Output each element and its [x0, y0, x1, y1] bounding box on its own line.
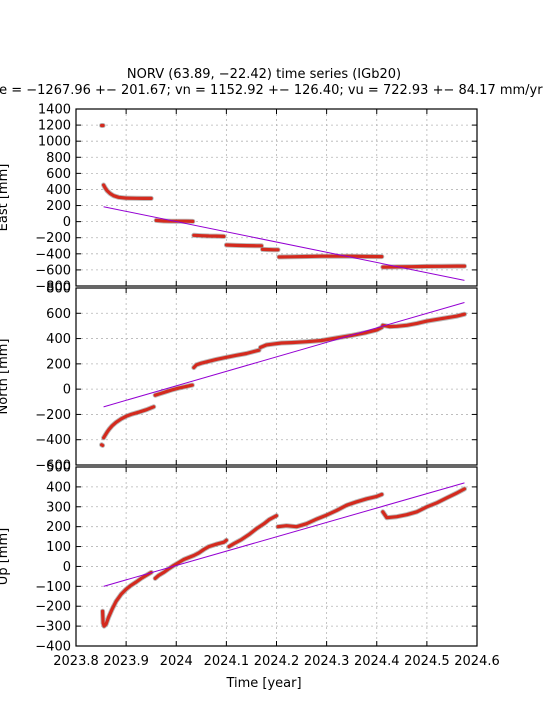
panels-group: −800−600−400−200020040060080010001200140… [0, 103, 478, 655]
data-series-east [277, 254, 384, 259]
x-tick-label: 2024.1 [204, 654, 250, 669]
trend-line-north [103, 302, 465, 408]
y-tick-label: 300 [46, 500, 71, 515]
y-tick-label: 400 [46, 480, 71, 495]
panel-north: −600 −400 −200 0 200 400 600 800 North [mm] [0, 282, 478, 474]
x-tick-label: 2024.4 [354, 654, 400, 669]
chart-subtitle-velocities: ve = −1267.96 +− 201.67; vn = 1152.92 +−… [0, 83, 543, 98]
chart-title: NORV (63.89, −22.42) time series (IGb20) [127, 67, 401, 82]
y-tick-label: 100 [46, 540, 71, 555]
data-series-east [224, 243, 264, 248]
data-series-north [192, 348, 261, 370]
y-tick-label: 0 [63, 560, 71, 575]
axes-frame [75, 108, 478, 287]
x-tick-label: 2024.3 [304, 654, 350, 669]
data-series-up [153, 538, 228, 580]
y-tick-label: 600 [46, 307, 71, 322]
x-tick-labels: 2023.8 2023.9 2024 2024.1 2024.2 2024.3 2024.4… [53, 654, 500, 669]
data-series-north [102, 405, 156, 440]
y-tick-label: 1400 [38, 103, 71, 118]
y-tick-label: −200 [35, 600, 71, 615]
data-series-up [381, 487, 467, 520]
y-tick-label: −400 [35, 640, 71, 655]
x-tick-label: 2024.5 [404, 654, 450, 669]
data-series-up [276, 492, 384, 529]
axes-frame [75, 287, 478, 466]
y-axis-label-east: East [mm] [0, 164, 11, 232]
trend-line-east [103, 206, 465, 281]
data-series-up [227, 514, 279, 549]
y-tick-label: −800 [35, 280, 71, 295]
x-tick-label: 2024.6 [454, 654, 500, 669]
data-series-east [102, 183, 153, 200]
y-tick-label: −100 [35, 580, 71, 595]
panel-east: −800−600−400−200020040060080010001200140… [0, 103, 478, 295]
data-series-up [101, 570, 153, 628]
y-tick-label: −400 [35, 433, 71, 448]
y-tick-label: 400 [46, 183, 71, 198]
y-tick-label: 600 [46, 167, 71, 182]
axes-frame [75, 466, 478, 647]
y-tick-label: −600 [35, 459, 71, 474]
y-tick-label: 0 [63, 215, 71, 230]
data-series-north [381, 312, 467, 329]
panel-up: −400 −300 −200 −100 0 100 200 300 400 500 Up [mm] [0, 461, 478, 655]
x-tick-label: 2023.9 [103, 654, 149, 669]
y-tick-label: −400 [35, 247, 71, 262]
y-tick-label: 400 [46, 332, 71, 347]
y-tick-label: −300 [35, 620, 71, 635]
x-tick-label: 2023.8 [53, 654, 99, 669]
trend-line-up [103, 482, 465, 587]
data-series-east [192, 233, 226, 238]
error-bar-band [101, 182, 154, 201]
x-tick-label: 2024.2 [254, 654, 300, 669]
y-tick-label: 200 [46, 357, 71, 372]
y-tick-label: 0 [63, 383, 71, 398]
y-tick-label: 200 [46, 520, 71, 535]
y-tick-label: 1000 [38, 135, 71, 150]
y-axis-label-up: Up [mm] [0, 528, 11, 585]
y-tick-label: −200 [35, 408, 71, 423]
y-tick-label: −600 [35, 263, 71, 278]
y-tick-label: 200 [46, 199, 71, 214]
y-tick-label: 800 [46, 282, 71, 297]
x-tick-label: 2024 [160, 654, 193, 669]
x-axis-label: Time [year] [225, 676, 301, 691]
data-series-north [153, 383, 194, 397]
y-tick-label: 1200 [38, 119, 71, 134]
y-tick-label: 800 [46, 151, 71, 166]
data-series-north [100, 443, 105, 447]
y-axis-label-north: North [mm] [0, 339, 11, 415]
data-series-north [258, 325, 384, 349]
y-tick-label: −200 [35, 231, 71, 246]
y-tick-label: 500 [46, 461, 71, 476]
